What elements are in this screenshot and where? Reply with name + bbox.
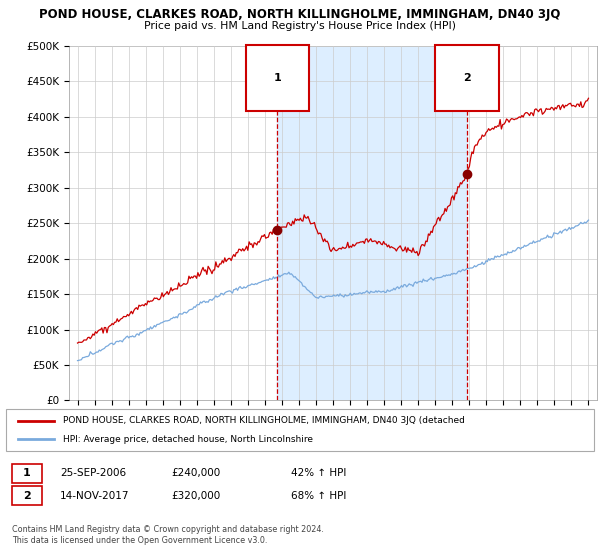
Text: Price paid vs. HM Land Registry's House Price Index (HPI): Price paid vs. HM Land Registry's House …: [144, 21, 456, 31]
Text: 14-NOV-2017: 14-NOV-2017: [60, 491, 130, 501]
Text: 2: 2: [463, 73, 471, 83]
Text: 1: 1: [23, 468, 31, 478]
Text: HPI: Average price, detached house, North Lincolnshire: HPI: Average price, detached house, Nort…: [63, 435, 313, 444]
Text: POND HOUSE, CLARKES ROAD, NORTH KILLINGHOLME, IMMINGHAM, DN40 3JQ (detached: POND HOUSE, CLARKES ROAD, NORTH KILLINGH…: [63, 416, 465, 425]
Bar: [277, 46, 467, 400]
Text: 25-SEP-2006: 25-SEP-2006: [60, 468, 126, 478]
Text: £240,000: £240,000: [171, 468, 220, 478]
Text: 68% ↑ HPI: 68% ↑ HPI: [291, 491, 346, 501]
Text: Contains HM Land Registry data © Crown copyright and database right 2024.
This d: Contains HM Land Registry data © Crown c…: [12, 525, 324, 545]
Text: £320,000: £320,000: [171, 491, 220, 501]
Text: POND HOUSE, CLARKES ROAD, NORTH KILLINGHOLME, IMMINGHAM, DN40 3JQ: POND HOUSE, CLARKES ROAD, NORTH KILLINGH…: [40, 8, 560, 21]
Text: 2: 2: [23, 491, 31, 501]
Text: 42% ↑ HPI: 42% ↑ HPI: [291, 468, 346, 478]
Text: 1: 1: [274, 73, 281, 83]
